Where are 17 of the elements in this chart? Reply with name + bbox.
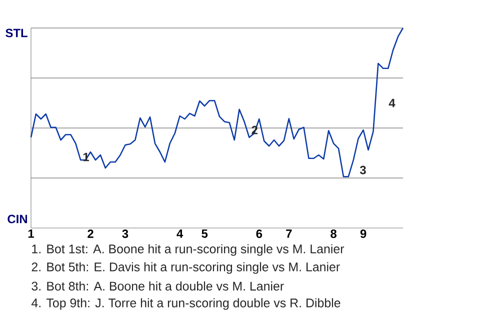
x-tick-label: 7: [286, 230, 292, 238]
text: CIN: [8, 214, 27, 224]
text: 3. Bot 8th: A. Boone hit a double vs M. Lanier: [32, 281, 284, 291]
text: 2. Bot 5th: E. Davis hit a run-scoring single vs M. Lanier: [32, 262, 340, 274]
annotation: 3: [360, 166, 366, 174]
x-tick-label: 9: [360, 230, 366, 238]
text: 4. Top 9th: J. Torre hit a run-scoring double vs R. Dibble: [31, 298, 340, 310]
x-tick-label: 3: [122, 230, 128, 238]
x-tick-label: 2: [88, 230, 94, 238]
x-tick-label: 8: [330, 230, 337, 238]
x-tick-label: 6: [256, 230, 262, 238]
x-tick-label: 1: [28, 230, 34, 238]
text: 1. Bot 1st: A. Boone hit a run-scoring single vs M. Lanier: [32, 244, 344, 256]
x-tick-label: 4: [176, 230, 184, 238]
annotation: 4: [388, 98, 396, 108]
x-tick-label: 5: [202, 230, 208, 238]
text: STL: [6, 28, 28, 38]
